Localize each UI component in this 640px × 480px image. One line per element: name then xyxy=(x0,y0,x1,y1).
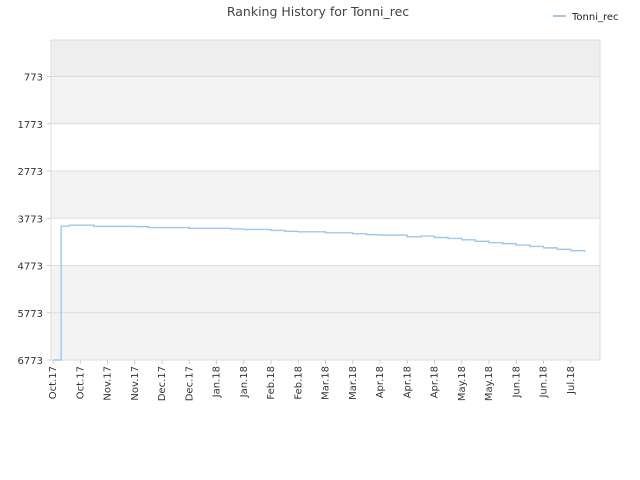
x-tick-label: Mar.18 xyxy=(348,366,359,400)
x-tick-label: Jan.18 xyxy=(239,366,250,398)
x-tick-label: Jun.18 xyxy=(539,366,550,399)
y-tick-label: 773 xyxy=(24,73,43,84)
series-line-tonni-rec xyxy=(53,224,586,361)
grid-band xyxy=(51,76,600,124)
grid-band xyxy=(51,171,600,219)
y-tick-label: 2773 xyxy=(18,167,43,178)
x-tick-label: Apr.18 xyxy=(430,366,441,398)
y-tick-label: 1773 xyxy=(18,120,43,131)
x-tick-label: Nov.17 xyxy=(103,366,114,401)
grid-band xyxy=(51,40,600,77)
x-tick-label: Jun.18 xyxy=(511,366,522,399)
y-tick-label: 3773 xyxy=(18,214,43,225)
grid-band xyxy=(51,312,600,360)
y-tick-label: 5773 xyxy=(18,309,43,320)
x-tick-label: Apr.18 xyxy=(375,366,386,398)
legend-label: Tonni_rec xyxy=(571,12,619,23)
x-tick-label: Jan.18 xyxy=(212,366,223,398)
grid-band xyxy=(51,265,600,313)
x-tick-label: May.18 xyxy=(457,366,468,401)
y-tick-label: 4773 xyxy=(18,262,43,273)
grid-band xyxy=(51,218,600,266)
x-tick-label: Nov.17 xyxy=(130,366,141,401)
plot-area: 773 1773 2773 3773 4773 5773 6773 Oct.17 Oct.17 N… xyxy=(18,39,601,401)
chart-title: Ranking History for Tonni_rec xyxy=(227,4,409,19)
x-tick-label: Feb.18 xyxy=(293,366,304,400)
x-tick-label: Feb.18 xyxy=(266,366,277,400)
x-tick-label: Oct.17 xyxy=(75,366,86,399)
x-tick-label: Mar.18 xyxy=(321,366,332,400)
legend: Tonni_rec xyxy=(553,12,619,23)
x-tick-label: Apr.18 xyxy=(402,366,413,398)
x-tick-label: Dec.17 xyxy=(157,366,168,401)
x-tick-label: Oct.17 xyxy=(48,366,59,399)
x-tick-label: May.18 xyxy=(484,366,495,401)
grid-band xyxy=(51,123,600,172)
y-tick-label: 6773 xyxy=(18,356,43,367)
x-tick-label: Jul.18 xyxy=(566,366,577,395)
x-tick-label: Dec.17 xyxy=(184,366,195,401)
